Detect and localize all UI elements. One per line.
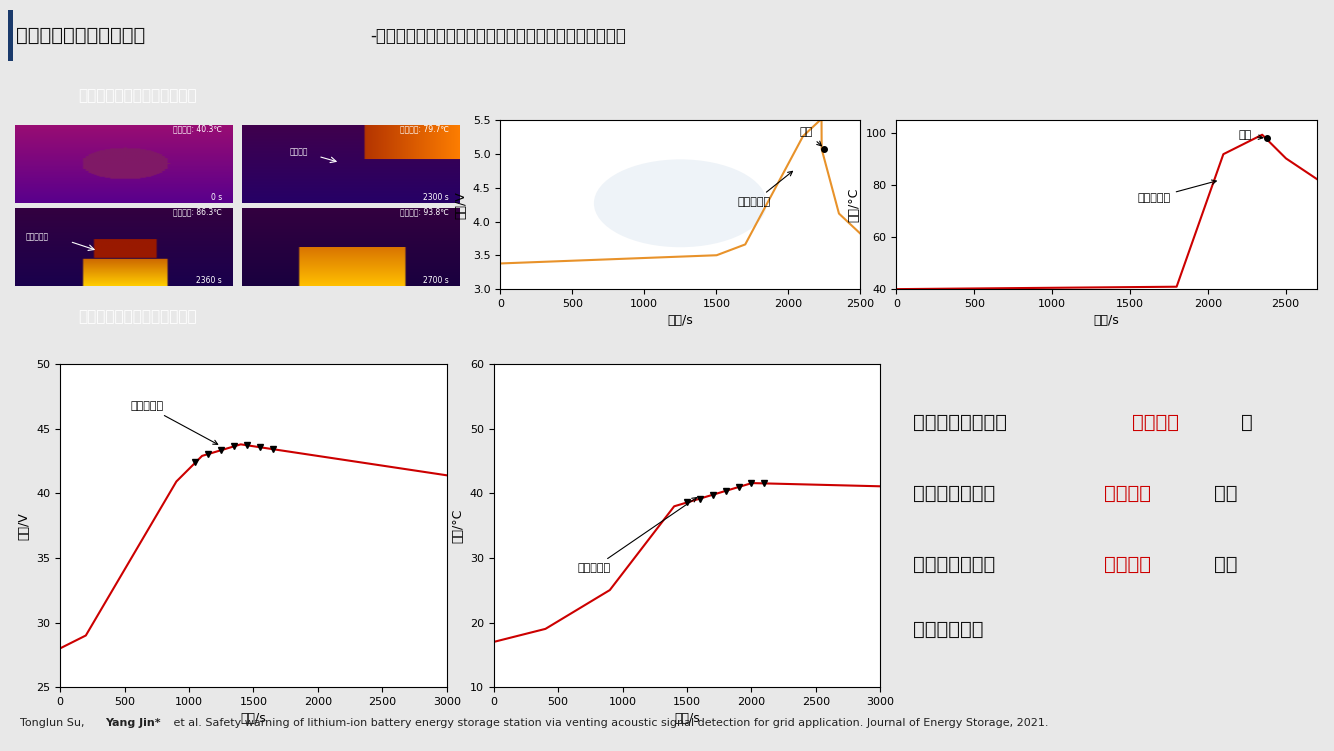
Text: 热失控发展。: 热失控发展。 [912,620,983,638]
X-axis label: 时间/s: 时间/s [667,315,694,327]
X-axis label: 时间/s: 时间/s [1094,315,1119,327]
Text: 电压、温度均呈: 电压、温度均呈 [912,484,995,503]
Text: ，: ， [1241,413,1253,432]
Text: 有效遏制: 有效遏制 [1105,555,1151,574]
Text: ；说: ；说 [1214,484,1237,503]
Y-axis label: 温度/°C: 温度/°C [847,188,860,222]
X-axis label: 时间/s: 时间/s [674,713,700,725]
Text: 声信号的有效性验证（模组）: 声信号的有效性验证（模组） [79,309,196,324]
Text: 安全阀打开: 安全阀打开 [1138,180,1217,203]
Text: 安全阀打开: 安全阀打开 [578,498,696,573]
Text: 安全阀打开: 安全阀打开 [738,171,792,207]
Y-axis label: 温度/°C: 温度/°C [451,508,464,543]
Text: et al. Safety warning of lithium-ion battery energy storage station via venting : et al. Safety warning of lithium-ion bat… [169,718,1049,728]
Y-axis label: 电压/V: 电压/V [454,191,467,219]
Text: 切断电源: 切断电源 [1131,413,1178,432]
Y-axis label: 电压/V: 电压/V [17,512,31,539]
X-axis label: 时间/s: 时间/s [240,713,267,725]
Text: 下降趋势: 下降趋势 [1105,484,1151,503]
Text: Yang Jin*: Yang Jin* [105,718,161,728]
Text: -基于声信号的锂电池储能舱安全预警及故障定位方法研究: -基于声信号的锂电池储能舱安全预警及故障定位方法研究 [370,27,626,44]
Text: 断电: 断电 [800,127,822,146]
Ellipse shape [594,159,767,247]
Text: 安全阀打开后及时: 安全阀打开后及时 [912,413,1007,432]
Text: 安全阀打开: 安全阀打开 [131,402,217,445]
Text: 声信号的有效性验证（单体）: 声信号的有效性验证（单体） [79,89,196,103]
Text: 电池: 电池 [1214,555,1237,574]
Text: Tonglun Su,: Tonglun Su, [20,718,88,728]
Bar [8,11,12,61]
Text: 明此预警方法可: 明此预警方法可 [912,555,995,574]
Text: 特征声音预警及故障定位: 特征声音预警及故障定位 [16,26,145,45]
Text: 断电: 断电 [1239,131,1263,140]
